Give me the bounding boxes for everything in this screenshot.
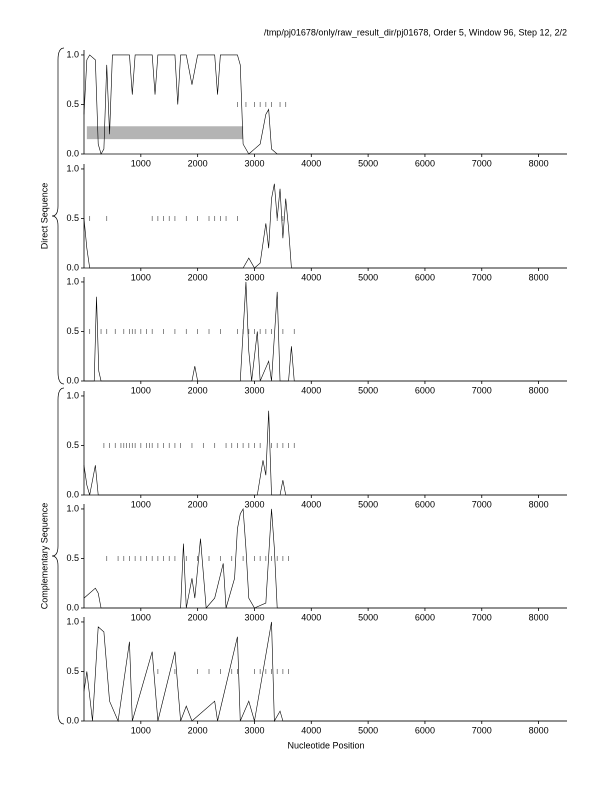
x-tick-label: 3000: [244, 385, 264, 395]
y-tick-label: 1.0: [66, 616, 79, 626]
y-tick-label: 1.0: [66, 503, 79, 513]
x-tick-label: 5000: [358, 158, 378, 168]
x-tick-label: 8000: [529, 272, 549, 282]
x-tick-label: 6000: [415, 499, 435, 509]
x-tick-label: 6000: [415, 612, 435, 622]
group-bracket: [51, 47, 65, 385]
score-line: [83, 507, 567, 609]
x-axis-label: Nucleotide Position: [287, 740, 364, 750]
y-tick-label: 0.5: [66, 553, 79, 563]
x-tick-label: 1000: [131, 612, 151, 622]
score-line: [83, 410, 567, 496]
x-tick-label: 7000: [472, 499, 492, 509]
y-tick-label: 0.0: [66, 715, 79, 725]
x-tick-label: 6000: [415, 158, 435, 168]
x-tick-label: 6000: [415, 385, 435, 395]
score-line: [83, 54, 567, 155]
y-tick-label: 0.5: [66, 666, 79, 676]
x-tick-label: 2000: [188, 499, 208, 509]
x-tick-label: 4000: [301, 612, 321, 622]
x-tick-label: 8000: [529, 158, 549, 168]
x-tick-label: 5000: [358, 725, 378, 735]
y-tick-label: 0.5: [66, 440, 79, 450]
x-tick-label: 1000: [131, 272, 151, 282]
x-tick-label: 1000: [131, 385, 151, 395]
x-tick-label: 3000: [244, 499, 264, 509]
y-tick-label: 0.5: [66, 326, 79, 336]
x-tick-label: 4000: [301, 385, 321, 395]
group-label: Complementary Sequence: [39, 503, 49, 610]
score-line: [84, 281, 567, 382]
x-tick-label: 1000: [131, 499, 151, 509]
x-tick-label: 5000: [358, 272, 378, 282]
group-bracket: [51, 387, 65, 725]
y-tick-label: 0.0: [66, 262, 79, 272]
x-tick-label: 5000: [358, 385, 378, 395]
y-tick-label: 0.5: [66, 99, 79, 109]
y-tick-label: 0.0: [66, 148, 79, 158]
x-tick-label: 2000: [188, 725, 208, 735]
y-tick-label: 0.0: [66, 602, 79, 612]
x-tick-label: 2000: [188, 272, 208, 282]
x-tick-label: 8000: [529, 725, 549, 735]
x-tick-label: 7000: [472, 725, 492, 735]
x-tick-label: 2000: [188, 612, 208, 622]
x-tick-label: 3000: [244, 725, 264, 735]
y-tick-label: 0.5: [66, 213, 79, 223]
x-tick-label: 3000: [244, 612, 264, 622]
x-tick-label: 8000: [529, 385, 549, 395]
x-tick-label: 4000: [301, 499, 321, 509]
score-line: [83, 183, 567, 269]
score-line: [83, 621, 567, 723]
x-tick-label: 7000: [472, 272, 492, 282]
y-tick-label: 1.0: [66, 390, 79, 400]
x-tick-label: 5000: [358, 612, 378, 622]
x-tick-label: 3000: [244, 158, 264, 168]
x-tick-label: 2000: [188, 158, 208, 168]
x-tick-label: 6000: [415, 725, 435, 735]
x-tick-label: 1000: [131, 725, 151, 735]
y-tick-label: 1.0: [66, 49, 79, 59]
x-tick-label: 2000: [188, 385, 208, 395]
y-tick-label: 0.0: [66, 375, 79, 385]
y-tick-label: 1.0: [66, 163, 79, 173]
x-tick-label: 6000: [415, 272, 435, 282]
x-tick-label: 8000: [529, 612, 549, 622]
x-tick-label: 1000: [131, 158, 151, 168]
x-tick-label: 4000: [301, 158, 321, 168]
x-tick-label: 4000: [301, 272, 321, 282]
x-tick-label: 4000: [301, 725, 321, 735]
x-tick-label: 8000: [529, 499, 549, 509]
x-tick-label: 7000: [472, 158, 492, 168]
x-tick-label: 7000: [472, 612, 492, 622]
y-tick-label: 1.0: [66, 276, 79, 286]
x-tick-label: 5000: [358, 499, 378, 509]
y-tick-label: 0.0: [66, 489, 79, 499]
figure-title: /tmp/pj01678/only/raw_result_dir/pj01678…: [264, 27, 567, 37]
x-tick-label: 3000: [244, 272, 264, 282]
group-label: Direct Sequence: [39, 183, 49, 250]
highlight-band: [86, 126, 244, 140]
x-tick-label: 7000: [472, 385, 492, 395]
